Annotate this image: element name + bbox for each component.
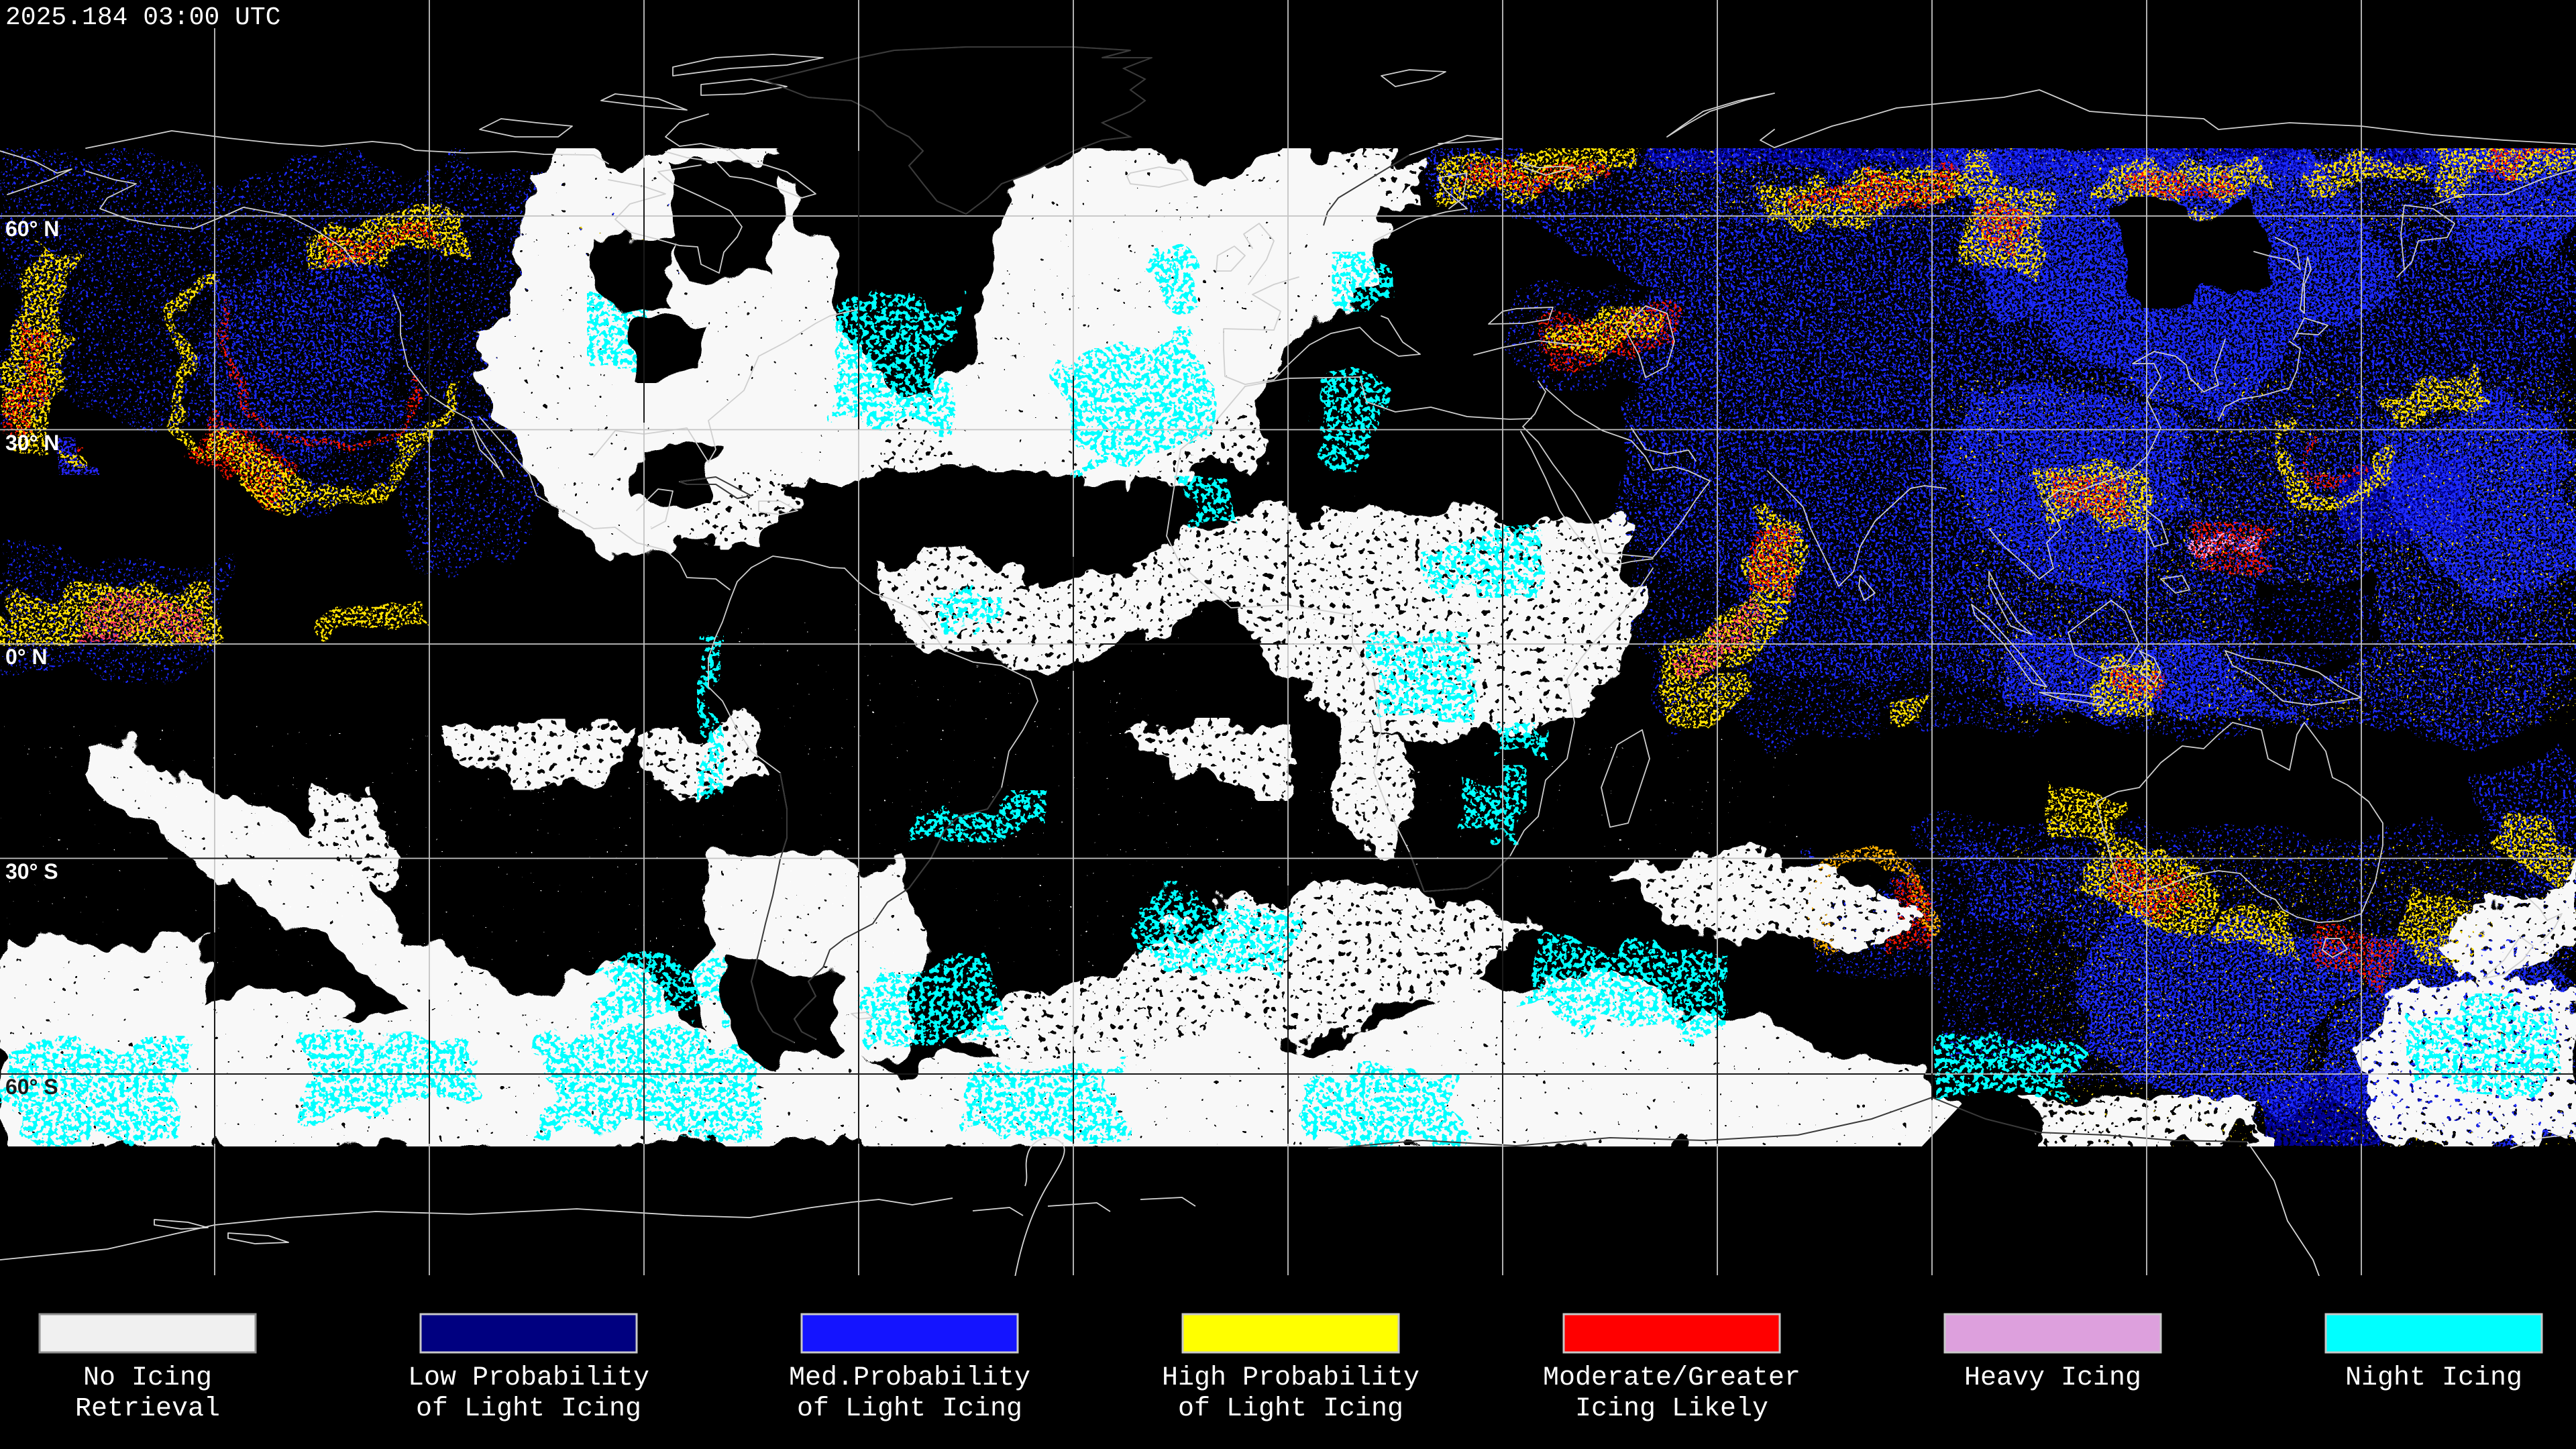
svg-text:High Probability: High Probability [1162,1363,1419,1393]
svg-text:30° N: 30° N [5,431,59,455]
svg-text:of Light Icing: of Light Icing [1178,1394,1403,1424]
svg-text:Moderate/Greater: Moderate/Greater [1543,1363,1801,1393]
svg-text:2025.184 03:00 UTC: 2025.184 03:00 UTC [5,3,280,32]
svg-text:0° N: 0° N [5,645,48,669]
svg-text:30° S: 30° S [5,859,58,883]
svg-text:Night Icing: Night Icing [2345,1363,2522,1393]
svg-text:60° N: 60° N [5,217,59,241]
svg-text:of Light Icing: of Light Icing [416,1394,641,1424]
svg-text:of Light Icing: of Light Icing [797,1394,1022,1424]
svg-text:Icing Likely: Icing Likely [1575,1394,1768,1424]
svg-text:No Icing: No Icing [83,1363,212,1393]
svg-text:Low Probability: Low Probability [408,1363,649,1393]
svg-text:Med.Probability: Med.Probability [789,1363,1030,1393]
svg-text:60° S: 60° S [5,1075,58,1099]
svg-text:Retrieval: Retrieval [75,1394,220,1424]
svg-text:Heavy Icing: Heavy Icing [1964,1363,2141,1393]
